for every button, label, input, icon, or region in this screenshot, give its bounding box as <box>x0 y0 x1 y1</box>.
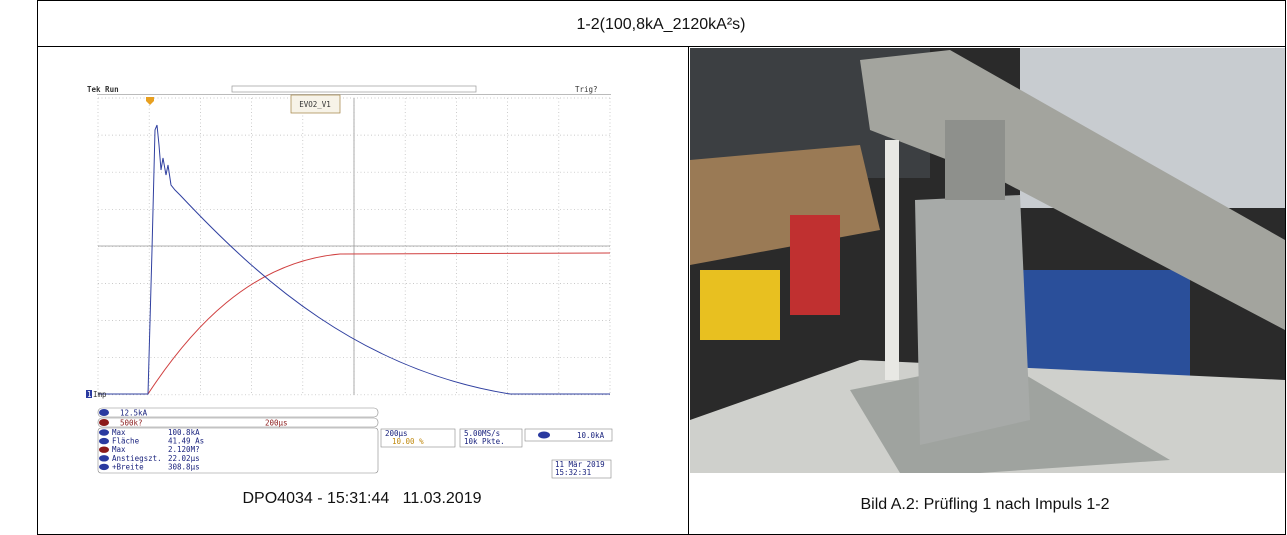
yellow-case <box>700 270 780 340</box>
scope-status: Tek Run <box>87 85 119 94</box>
math-timebase: 200µs <box>265 419 288 428</box>
channel-name: Imp <box>93 390 107 399</box>
sample-block <box>915 195 1030 445</box>
trigger-position: 10.00 % <box>392 437 424 446</box>
trigger-state: Trig? <box>575 85 598 94</box>
right-caption: Bild A.2: Prüfling 1 nach Impuls 1-2 <box>860 496 1109 513</box>
photo <box>690 48 1285 473</box>
white-rod <box>885 140 899 380</box>
measure-dot <box>99 438 109 444</box>
measure-dot <box>99 447 109 453</box>
header-title: 1-2(100,8kA_2120kA²s) <box>577 16 746 33</box>
scope-screenshot: Tek Run Trig? EVO2_V1 1 Imp 12.5kA 500k?… <box>85 85 613 480</box>
measure-dot <box>99 455 109 461</box>
page: 1-2(100,8kA_2120kA²s) Tek Run Trig? EVO2… <box>0 0 1287 535</box>
scope-time: 15:32:31 <box>555 468 591 477</box>
measure-dot <box>99 429 109 435</box>
ch2-dot <box>99 419 109 426</box>
document: 1-2(100,8kA_2120kA²s) Tek Run Trig? EVO2… <box>0 0 1287 535</box>
top-rule <box>97 94 611 95</box>
trigger-dot <box>538 432 550 439</box>
measure-value: 308.8µs <box>168 462 200 471</box>
channel-marker: 1 <box>87 390 92 399</box>
ch2-scale: 500k? <box>120 419 143 428</box>
measure-name: +Breite <box>112 462 144 471</box>
record-length: 10k Pkte. <box>464 437 505 446</box>
left-caption: DPO4034 - 15:31:44 11.03.2019 <box>243 490 482 507</box>
red-sockets <box>790 215 840 315</box>
ch1-scale: 12.5kA <box>120 409 148 418</box>
ch1-dot <box>99 409 109 416</box>
trigger-level: 10.0kA <box>577 431 605 440</box>
measure-dot <box>99 464 109 470</box>
scope-label: EVO2_V1 <box>299 100 331 109</box>
clamp <box>945 120 1005 200</box>
